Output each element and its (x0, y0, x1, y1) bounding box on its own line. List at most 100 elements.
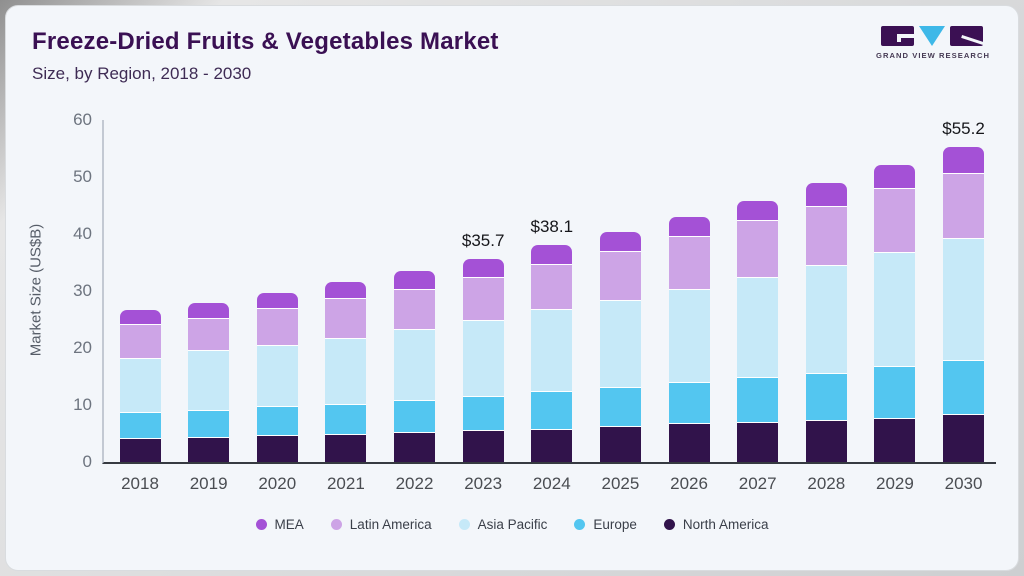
segment-2025-europe (599, 386, 641, 427)
segment-2018-europe (119, 411, 161, 439)
segment-2029-north-america (874, 417, 916, 462)
bar-2019 (188, 303, 230, 462)
segment-2019-latin-america (188, 317, 230, 350)
segment-2030-latin-america (943, 173, 985, 239)
x-axis-label-2022: 2022 (395, 474, 434, 493)
segment-2020-latin-america (256, 308, 298, 345)
gvr-logo-icon (876, 26, 988, 46)
data-label-2024: $38.1 (530, 216, 574, 236)
segment-2022-latin-america (394, 288, 436, 330)
legend-label-asia-pacific: Asia Pacific (477, 517, 548, 532)
segment-2027-north-america (737, 422, 779, 462)
segment-2029-asia-pacific (874, 252, 916, 367)
segment-2026-asia-pacific (668, 288, 710, 383)
legend-item-europe: Europe (574, 517, 637, 532)
legend-item-mea: MEA (255, 517, 304, 532)
x-axis-label-2026: 2026 (670, 474, 708, 493)
segment-2027-europe (737, 377, 779, 423)
bar-2028 (805, 183, 847, 462)
chart-card: Freeze-Dried Fruits & Vegetables Market … (5, 5, 1019, 571)
bar-2024 (531, 244, 573, 462)
gvr-logo: GRAND VIEW RESEARCH (876, 26, 991, 60)
segment-2018-north-america (119, 438, 161, 462)
segment-2021-north-america (325, 433, 367, 462)
x-axis-label-2025: 2025 (601, 474, 640, 493)
bar-2022 (394, 270, 436, 462)
y-tick-label-30: 30 (73, 281, 92, 300)
segment-2030-asia-pacific (943, 238, 985, 360)
data-label-2023: $35.7 (461, 230, 505, 250)
segment-2027-latin-america (737, 219, 779, 278)
segment-2023-latin-america (462, 277, 504, 320)
segment-2026-mea (668, 216, 710, 236)
x-axis-label-2024: 2024 (532, 474, 571, 493)
segment-2024-north-america (531, 428, 573, 462)
segment-2028-asia-pacific (805, 264, 847, 374)
legend-label-latin-america: Latin America (349, 517, 432, 532)
segment-2029-mea (874, 165, 916, 188)
y-tick-label-10: 10 (73, 395, 92, 414)
legend-dot-asia-pacific (458, 519, 470, 530)
x-axis-label-2023: 2023 (464, 474, 503, 493)
page-subtitle: Size, by Region, 2018 - 2030 (32, 64, 252, 83)
segment-2020-north-america (256, 434, 298, 462)
segment-2025-mea (599, 232, 641, 251)
x-axis-label-2019: 2019 (189, 474, 228, 493)
segment-2027-mea (737, 200, 779, 220)
logo-text: GRAND VIEW RESEARCH (876, 51, 991, 60)
legend-label-europe: Europe (593, 517, 637, 532)
x-axis-label-2021: 2021 (326, 474, 365, 493)
segment-2023-north-america (462, 430, 504, 462)
segment-2018-asia-pacific (119, 357, 161, 412)
segment-2030-mea (943, 147, 985, 174)
segment-2022-mea (394, 270, 436, 289)
segment-2029-europe (874, 366, 916, 418)
segment-2020-asia-pacific (256, 344, 298, 406)
bar-2030 (943, 147, 985, 462)
y-tick-label-0: 0 (82, 452, 92, 471)
segment-2023-asia-pacific (462, 319, 504, 397)
segment-2022-asia-pacific (394, 329, 436, 401)
bar-2029 (874, 165, 916, 462)
legend-item-asia-pacific: Asia Pacific (458, 517, 548, 532)
segment-2019-europe (188, 409, 230, 437)
segment-2026-europe (668, 382, 710, 423)
y-tick-label-60: 60 (73, 110, 92, 129)
x-axis-label-2029: 2029 (876, 474, 914, 493)
logo-g-block-icon (881, 26, 914, 46)
legend-item-north-america: North America (663, 517, 768, 532)
segment-2023-mea (462, 258, 504, 278)
segment-2021-europe (325, 403, 367, 434)
x-axis-label-2020: 2020 (258, 474, 297, 493)
logo-v-triangle-icon (919, 26, 945, 46)
segment-2025-asia-pacific (599, 300, 641, 387)
x-axis-label-2030: 2030 (944, 474, 983, 493)
segment-2024-mea (531, 244, 573, 265)
segment-2021-asia-pacific (325, 337, 367, 404)
segment-2019-mea (188, 303, 230, 318)
bar-2025 (599, 232, 641, 462)
bar-2026 (668, 216, 710, 462)
logo-r-block-icon (950, 26, 983, 46)
segment-2020-mea (256, 293, 298, 309)
page-title: Freeze-Dried Fruits & Vegetables Market (32, 28, 499, 55)
legend-dot-north-america (663, 519, 675, 530)
x-axis-label-2027: 2027 (738, 474, 777, 493)
bar-2021 (325, 282, 367, 462)
segment-2021-mea (325, 282, 367, 299)
bar-2023 (462, 258, 504, 462)
segment-2027-asia-pacific (737, 277, 779, 378)
legend-label-mea: MEA (274, 517, 304, 532)
y-tick-label-20: 20 (73, 338, 92, 357)
segment-2026-latin-america (668, 235, 710, 289)
segment-2025-north-america (599, 426, 641, 462)
x-axis-label-2018: 2018 (121, 474, 159, 493)
y-tick-label-40: 40 (73, 224, 92, 243)
legend-dot-mea (255, 519, 267, 530)
bar-2020 (256, 293, 298, 462)
y-axis-title: Market Size (US$B) (27, 223, 45, 357)
legend-dot-europe (574, 519, 586, 530)
legend: MEA Latin America Asia Pacific Europe North … (6, 517, 1018, 532)
segment-2030-north-america (943, 414, 985, 462)
bar-2018 (119, 310, 161, 462)
